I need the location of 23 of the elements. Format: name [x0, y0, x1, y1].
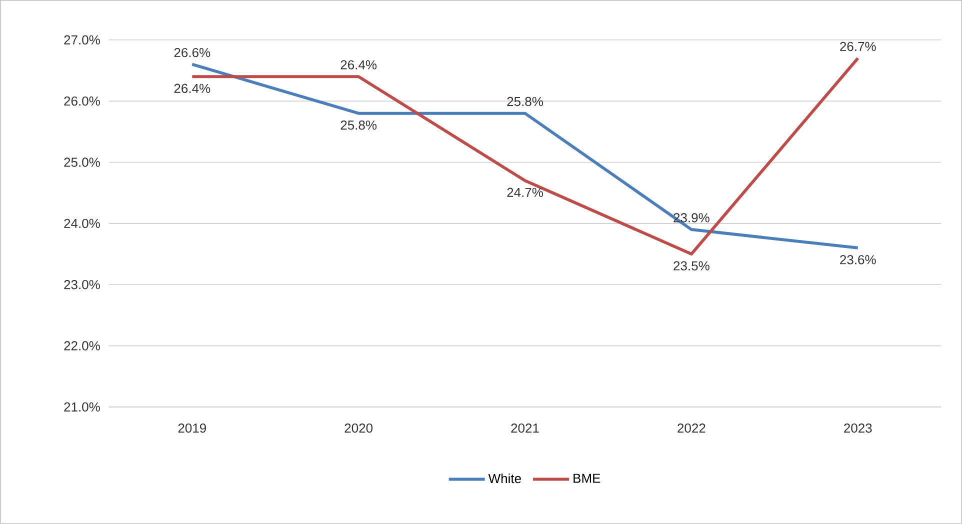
y-tick-label: 26.0%: [64, 96, 100, 106]
x-tick-label: 2023: [844, 424, 872, 433]
x-tick-label: 2022: [678, 424, 706, 433]
x-tick-label: 2021: [511, 424, 539, 433]
y-tick-label: 27.0%: [64, 35, 100, 45]
y-tick-label: 23.0%: [64, 280, 100, 290]
data-label: 24.7%: [507, 188, 543, 198]
data-label: 26.7%: [840, 42, 876, 52]
data-label: 23.6%: [840, 255, 876, 264]
x-tick-label: 2020: [344, 424, 373, 433]
y-tick-label: 24.0%: [64, 218, 100, 228]
data-label: 23.5%: [674, 261, 710, 270]
legend-label: BME: [574, 474, 600, 483]
data-label: 26.6%: [174, 48, 210, 58]
y-tick-label: 22.0%: [64, 341, 100, 350]
data-label: 26.4%: [174, 84, 210, 94]
data-label: 25.8%: [507, 96, 543, 106]
y-tick-label: 21.0%: [64, 402, 100, 412]
data-label: 25.8%: [340, 120, 377, 130]
data-label: 26.4%: [340, 60, 377, 70]
x-tick-label: 2019: [178, 424, 206, 433]
y-tick-label: 25.0%: [64, 158, 100, 167]
legend-label: White: [488, 474, 521, 484]
